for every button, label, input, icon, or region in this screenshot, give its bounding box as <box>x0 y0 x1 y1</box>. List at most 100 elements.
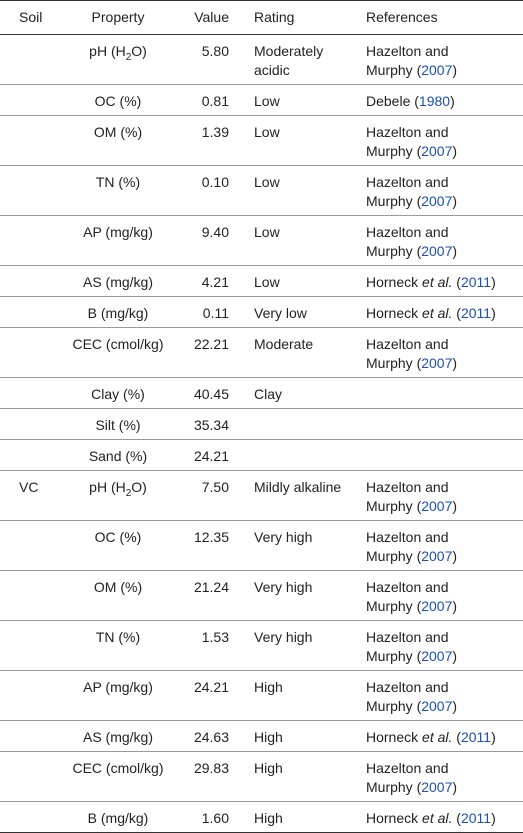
text: Hazelton and Murphy ( <box>366 224 449 259</box>
value-cell: 35.34 <box>172 408 236 440</box>
citation-link[interactable]: 2007 <box>421 193 453 209</box>
value-cell: 29.83 <box>172 751 236 802</box>
rating-cell <box>236 408 360 440</box>
header-cell: References <box>360 0 523 35</box>
citation-link[interactable]: 2007 <box>421 598 453 614</box>
table-row: B (mg/kg) 0.11 Very low Horneck et al. (201… <box>0 296 523 328</box>
text: Hazelton and Murphy ( <box>366 629 449 664</box>
property-cell: AP (mg/kg) <box>64 215 172 266</box>
citation-link[interactable]: 2011 <box>460 305 492 321</box>
property-cell: OC (%) <box>64 84 172 116</box>
text: pH (H <box>89 479 126 495</box>
citation-link[interactable]: 2007 <box>421 698 453 714</box>
citation-link[interactable]: 2007 <box>421 498 453 514</box>
text: Hazelton and Murphy ( <box>366 336 449 371</box>
reference-cell: Hazelton and Murphy (2007) <box>360 751 523 802</box>
table-body: pH (H2O) 5.80 Moderately acidic Hazelton an… <box>0 34 523 833</box>
property-cell: TN (%) <box>64 165 172 216</box>
reference-cell: Hazelton and Murphy (2007) <box>360 470 523 521</box>
subscript: 2 <box>125 51 132 63</box>
rating-cell: Very high <box>236 570 360 621</box>
reference-cell <box>360 377 523 409</box>
soil-cell <box>0 570 64 621</box>
table-row: TN (%) 1.53 Very high Hazelton and Murphy (… <box>0 620 523 671</box>
reference-cell: Hazelton and Murphy (2007) <box>360 670 523 721</box>
reference-cell: Horneck et al. (2011) <box>360 801 523 833</box>
text: Debele ( <box>366 93 419 109</box>
value-cell: 9.40 <box>172 215 236 266</box>
text: ) <box>491 729 496 745</box>
rating-cell <box>236 439 360 471</box>
text: Horneck <box>366 810 423 826</box>
reference-cell <box>360 439 523 471</box>
citation-link[interactable]: 2007 <box>421 243 453 259</box>
rating-cell: Low <box>236 265 360 297</box>
table-row: OM (%) 1.39 Low Hazelton and Murphy (2007) <box>0 115 523 166</box>
text: ) <box>452 143 458 159</box>
soil-cell <box>0 751 64 802</box>
reference-cell: Hazelton and Murphy (2007) <box>360 570 523 621</box>
table-row: Sand (%) 24.21 <box>0 439 523 471</box>
text: Hazelton and Murphy ( <box>366 579 449 614</box>
property-cell: AS (mg/kg) <box>64 265 172 297</box>
citation-link[interactable]: 2011 <box>460 810 492 826</box>
soil-cell <box>0 670 64 721</box>
text: ) <box>452 243 458 259</box>
citation-link[interactable]: 1980 <box>418 93 451 109</box>
text: ) <box>491 305 496 321</box>
citation-link[interactable]: 2011 <box>460 274 492 290</box>
subscript: 2 <box>125 487 132 499</box>
value-cell: 4.21 <box>172 265 236 297</box>
table-row: Silt (%) 35.34 <box>0 408 523 440</box>
italic-text: et al. <box>422 274 453 290</box>
reference-cell: Horneck et al. (2011) <box>360 265 523 297</box>
soil-cell <box>0 408 64 440</box>
property-cell: CEC (cmol/kg) <box>64 327 172 378</box>
citation-link[interactable]: 2007 <box>421 548 453 564</box>
property-cell: TN (%) <box>64 620 172 671</box>
property-cell: AS (mg/kg) <box>64 720 172 752</box>
rating-cell: Low <box>236 115 360 166</box>
soil-cell <box>0 620 64 671</box>
property-cell: Clay (%) <box>64 377 172 409</box>
rating-cell: Very low <box>236 296 360 328</box>
text: ) <box>452 62 458 78</box>
citation-link[interactable]: 2007 <box>421 648 453 664</box>
value-cell: 40.45 <box>172 377 236 409</box>
text: ) <box>452 548 458 564</box>
reference-cell: Hazelton and Murphy (2007) <box>360 115 523 166</box>
table-row: AP (mg/kg) 9.40 Low Hazelton and Murphy (20… <box>0 215 523 266</box>
citation-link[interactable]: 2007 <box>421 355 453 371</box>
soil-cell: VC <box>0 470 64 521</box>
value-cell: 0.81 <box>172 84 236 116</box>
text: ( <box>452 274 461 290</box>
soil-cell <box>0 439 64 471</box>
citation-link[interactable]: 2007 <box>421 62 453 78</box>
value-cell: 7.50 <box>172 470 236 521</box>
reference-cell: Hazelton and Murphy (2007) <box>360 165 523 216</box>
property-cell: Silt (%) <box>64 408 172 440</box>
value-cell: 5.80 <box>172 34 236 85</box>
text: ) <box>452 193 458 209</box>
text: ) <box>452 698 458 714</box>
reference-cell: Hazelton and Murphy (2007) <box>360 620 523 671</box>
table-row: CEC (cmol/kg) 29.83 High Hazelton and Murph… <box>0 751 523 802</box>
italic-text: et al. <box>422 810 453 826</box>
rating-cell: Very high <box>236 520 360 571</box>
soil-cell <box>0 327 64 378</box>
reference-cell: Horneck et al. (2011) <box>360 720 523 752</box>
value-cell: 1.53 <box>172 620 236 671</box>
italic-text: et al. <box>422 305 453 321</box>
text: Horneck <box>366 274 423 290</box>
property-cell: pH (H2O) <box>64 34 172 85</box>
text: ) <box>491 810 496 826</box>
text: Hazelton and Murphy ( <box>366 124 449 159</box>
citation-link[interactable]: 2011 <box>460 729 492 745</box>
citation-link[interactable]: 2007 <box>421 779 453 795</box>
citation-link[interactable]: 2007 <box>421 143 453 159</box>
header-cell: Soil <box>0 0 64 35</box>
table-row: OC (%) 0.81 Low Debele (1980) <box>0 84 523 116</box>
rating-cell: Low <box>236 215 360 266</box>
